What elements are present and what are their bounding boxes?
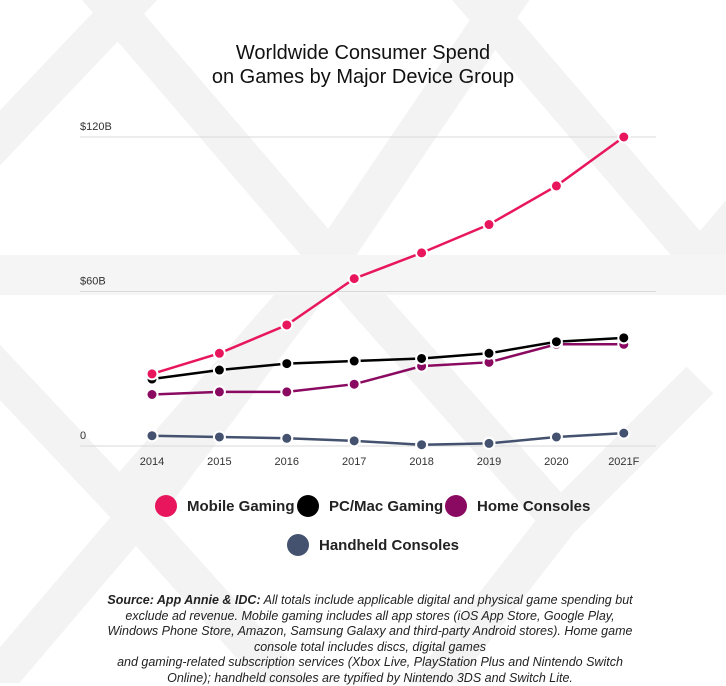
series-line-handheld-consoles	[151, 431, 624, 446]
x-tick-label: 2017	[342, 456, 366, 468]
source-text: Windows Phone Store, Amazon, Samsung Gal…	[107, 624, 633, 638]
legend-swatch-handheld-consoles	[287, 534, 309, 556]
legend-swatch-pc-mac-gaming	[297, 495, 319, 517]
data-point-mobile-gaming	[415, 246, 429, 260]
data-point-pc-mac-gaming	[617, 331, 631, 345]
data-point-handheld-consoles	[549, 430, 563, 444]
x-tick-label: 2019	[477, 456, 501, 468]
y-tick-label: $60B	[80, 276, 106, 288]
data-point-mobile-gaming	[280, 318, 294, 332]
x-tick-label: 2016	[275, 456, 299, 468]
x-tick-label: 2014	[140, 456, 164, 468]
data-point-handheld-consoles	[280, 431, 294, 445]
legend-label: PC/Mac Gaming	[329, 497, 444, 515]
data-point-pc-mac-gaming	[212, 363, 226, 377]
legend-item-mobile-gaming: Mobile Gaming	[155, 495, 295, 517]
legend-swatch-mobile-gaming	[155, 495, 177, 517]
data-point-pc-mac-gaming	[280, 357, 294, 371]
data-point-handheld-consoles	[145, 429, 159, 443]
data-point-mobile-gaming	[549, 179, 563, 193]
x-tick-label: 2018	[409, 456, 433, 468]
series-line-mobile-gaming	[151, 135, 625, 376]
x-tick-label: 2020	[544, 456, 568, 468]
series-line-pc-mac-gaming	[151, 336, 624, 381]
x-tick-label: 2021F	[608, 456, 639, 468]
data-point-handheld-consoles	[415, 438, 429, 452]
data-point-home-consoles	[212, 385, 226, 399]
legend-label: Home Consoles	[477, 497, 591, 515]
chart-subtitle: on Games by Major Device Group	[211, 66, 515, 88]
source-label: Source: App Annie & IDC:	[107, 593, 261, 607]
legend-label: Handheld Consoles	[319, 536, 460, 554]
source-text: All totals include applicable digital an…	[263, 593, 633, 607]
data-point-mobile-gaming	[347, 272, 361, 286]
data-point-pc-mac-gaming	[347, 354, 361, 368]
data-point-handheld-consoles	[347, 434, 361, 448]
y-tick-label: $120B	[80, 121, 112, 133]
data-point-mobile-gaming	[482, 218, 496, 232]
x-tick-label: 2015	[207, 456, 231, 468]
legend-item-pc-mac-gaming: PC/Mac Gaming	[297, 495, 443, 517]
data-point-home-consoles	[347, 377, 361, 391]
data-point-home-consoles	[145, 388, 159, 401]
data-point-handheld-consoles	[617, 426, 631, 440]
data-point-pc-mac-gaming	[482, 346, 496, 360]
legend-item-home-consoles: Home Consoles	[445, 495, 590, 517]
data-point-handheld-consoles	[482, 436, 496, 450]
source-text: and gaming-related subscription services…	[117, 655, 623, 669]
data-point-mobile-gaming	[617, 130, 631, 144]
series-line-home-consoles	[151, 343, 624, 396]
source-text: Online); handheld consoles are typified …	[167, 670, 573, 685]
data-point-pc-mac-gaming	[415, 351, 429, 365]
legend-label: Mobile Gaming	[187, 497, 295, 515]
data-point-handheld-consoles	[212, 430, 226, 444]
source-text: console total includes discs, digital ga…	[253, 639, 487, 654]
legend-item-handheld-consoles: Handheld Consoles	[287, 534, 459, 556]
source-note: Source: App Annie & IDC: All totals incl…	[60, 593, 680, 686]
chart-title: Worldwide Consumer Spend	[235, 42, 491, 64]
data-point-mobile-gaming	[212, 346, 226, 360]
source-text: exclude ad revenue. Mobile gaming includ…	[125, 608, 615, 623]
data-point-home-consoles	[280, 385, 294, 399]
data-point-pc-mac-gaming	[549, 335, 563, 349]
legend-swatch-home-consoles	[445, 495, 467, 517]
y-tick-label: 0	[80, 430, 86, 442]
data-point-mobile-gaming	[145, 367, 159, 381]
